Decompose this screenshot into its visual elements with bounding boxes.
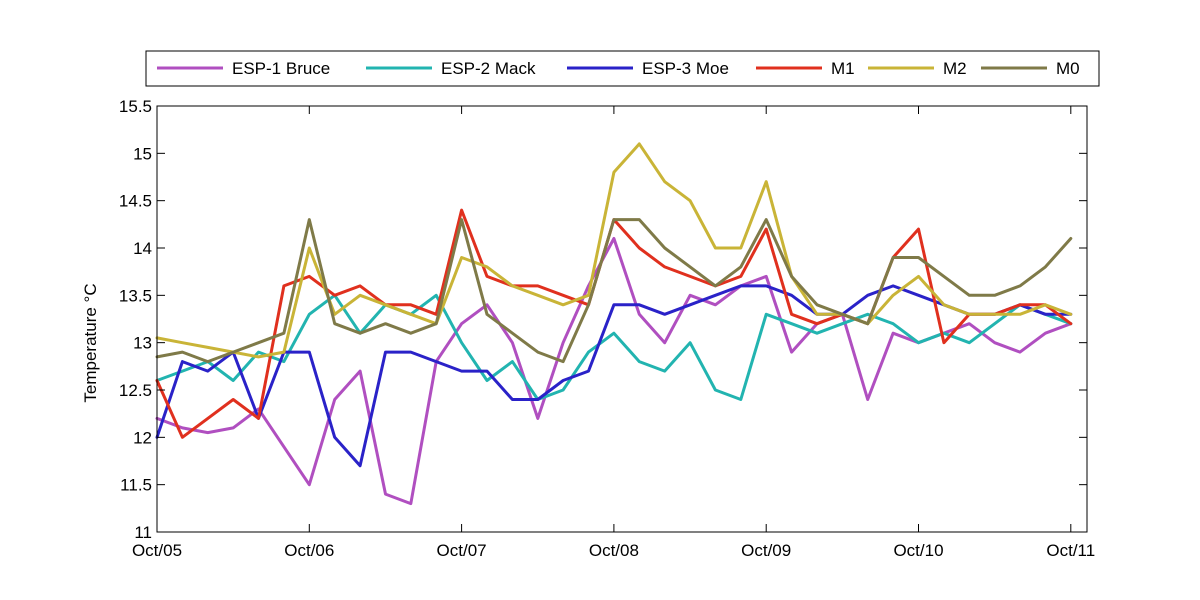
plot-frame [156,105,1088,533]
x-tick-label: Oct/07 [437,541,487,560]
x-tick-label: Oct/10 [893,541,943,560]
series-line-3 [155,284,1073,468]
x-tick-label: Oct/08 [589,541,639,560]
y-tick-label: 11 [134,523,152,542]
legend-label-2: ESP-2 Mack [441,59,536,78]
y-tick-label: 12.5 [119,381,152,400]
legend-label-5: M2 [943,59,967,78]
legend-label-3: ESP-3 Moe [642,59,729,78]
legend: ESP-1 Bruce ESP-2 Mack ESP-3 Moe M1 M2 M0 [145,50,1100,87]
legend-items: ESP-1 Bruce ESP-2 Mack ESP-3 Moe M1 M2 M0 [157,59,1080,78]
x-tick-label: Oct/06 [284,541,334,560]
y-axis-title: Temperature °C [81,283,100,402]
legend-label-6: M0 [1056,59,1080,78]
x-tick-label: Oct/09 [741,541,791,560]
legend-label-4: M1 [831,59,855,78]
legend-label-1: ESP-1 Bruce [232,59,330,78]
y-tick-label: 14 [133,239,152,258]
y-tick-label: 15 [133,144,152,163]
y-tick-label: 14.5 [119,192,152,211]
ticks-layer: 11 11.5 12 12.5 13 13.5 14 14.5 15 15.5 Oct/05 Oct/… [119,97,1095,560]
x-tick-label: Oct/11 [1046,541,1095,560]
y-tick-label: 15.5 [119,97,152,116]
y-tick-label: 13 [133,334,152,353]
series-line-6 [155,218,1073,364]
series-line-2 [155,293,1073,401]
series-layer [155,142,1073,506]
y-tick-label: 11.5 [120,476,152,495]
y-tick-label: 13.5 [119,286,152,305]
y-tick-label: 12 [133,428,152,447]
x-tick-label: Oct/05 [132,541,182,560]
series-line-5 [155,142,1073,359]
